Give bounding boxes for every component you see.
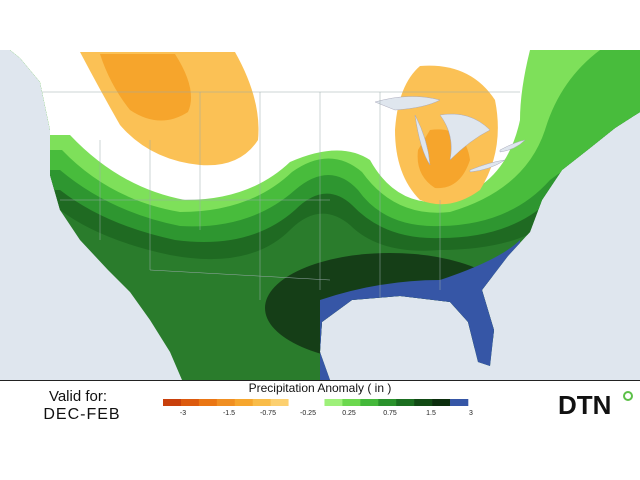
legend-tick-label: 0.25	[342, 410, 356, 417]
legend-tick-label: 0.75	[383, 410, 397, 417]
borders	[40, 91, 520, 300]
valid-label: Valid for:	[49, 388, 107, 405]
legend-swatch	[180, 399, 200, 406]
legend-swatch	[252, 399, 271, 406]
legend-tick-label: -1.5	[223, 410, 235, 417]
legend-swatch	[288, 399, 307, 406]
logo-dot	[623, 391, 633, 401]
legend-swatch	[163, 399, 182, 406]
legend-swatch	[270, 399, 289, 406]
legend-swatch	[378, 399, 397, 406]
valid-period: DEC-FEB	[43, 406, 120, 423]
legend-swatch	[432, 399, 451, 406]
legend-title: Precipitation Anomaly ( in )	[249, 381, 392, 395]
legend-swatch	[234, 399, 254, 406]
legend-swatch	[414, 399, 433, 406]
legend-swatch	[342, 399, 361, 406]
anomaly-map	[10, 50, 640, 380]
legend-swatch	[216, 399, 236, 406]
legend-tick-label: 3	[469, 410, 473, 417]
legend-tick-label: -3	[180, 410, 186, 417]
legend: -3 -1.5 -0.75 -0.25 0.25 0.75 1.5 3	[163, 399, 473, 417]
legend-tick-label: 1.5	[426, 410, 436, 417]
legend-tick-label: -0.75	[260, 410, 276, 417]
legend-swatch	[198, 399, 218, 406]
legend-swatch	[306, 399, 325, 406]
legend-swatch	[360, 399, 379, 406]
legend-swatch	[450, 399, 469, 406]
legend-swatch	[396, 399, 415, 406]
zone-drier-west	[100, 54, 192, 121]
logo: DTN	[558, 390, 611, 420]
legend-tick-label: -0.25	[300, 410, 316, 417]
great-lakes	[374, 96, 526, 173]
legend-swatch	[324, 399, 343, 406]
